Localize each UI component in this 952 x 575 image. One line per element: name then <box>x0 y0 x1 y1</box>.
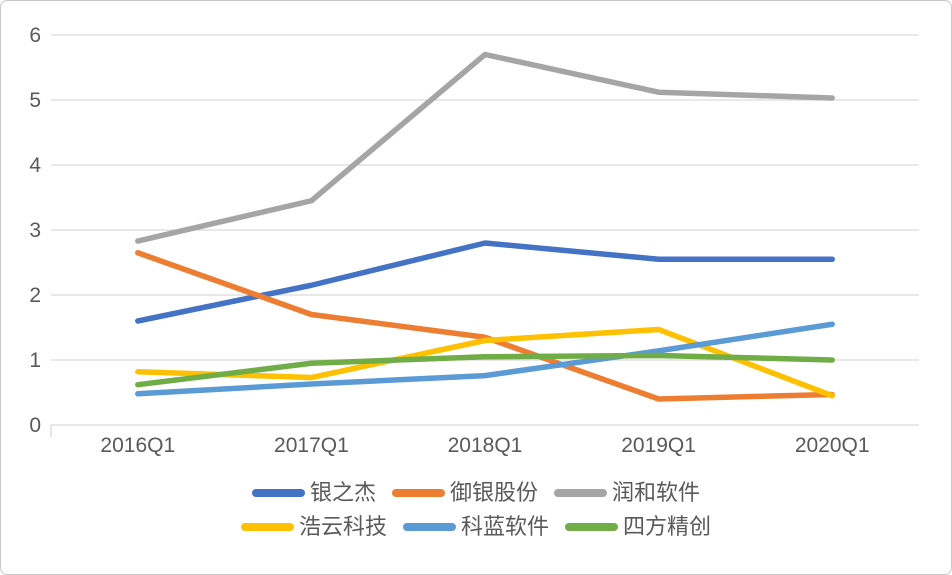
y-tick-label: 3 <box>29 219 41 242</box>
legend-label: 四方精创 <box>623 514 712 540</box>
legend-line-marker <box>251 489 305 498</box>
series-line-3 <box>135 326 835 399</box>
series-line-4 <box>135 321 835 397</box>
y-tick-label: 5 <box>29 89 41 112</box>
legend-item: 四方精创 <box>565 514 712 540</box>
legend-line-marker <box>565 523 618 532</box>
plot-area: 0 1 2 3 4 5 6 2016Q1 2017Q1 2018Q1 2019Q1 2020Q1 <box>29 24 919 457</box>
legend-label: 银之杰 <box>309 480 376 505</box>
y-tick-label: 6 <box>29 24 41 47</box>
legend-label: 御银股份 <box>449 480 538 505</box>
series-line-5 <box>135 352 835 388</box>
legend-item: 浩云科技 <box>240 514 387 540</box>
legend-line-marker <box>554 489 607 498</box>
legend-line-marker <box>240 523 294 532</box>
legend-row: 浩云科技 科蓝软件 四方精创 <box>233 514 719 540</box>
x-tick-label: 2019Q1 <box>621 434 696 457</box>
y-tick-label: 1 <box>29 349 41 372</box>
series-line-2 <box>135 51 835 244</box>
series-line-1 <box>135 250 835 402</box>
y-tick-label: 2 <box>29 284 41 307</box>
legend-line-marker <box>391 489 445 498</box>
legend-item: 科蓝软件 <box>402 514 549 540</box>
y-tick-label: 4 <box>29 154 41 177</box>
x-tick-label: 2016Q1 <box>100 434 175 457</box>
legend-label: 润和软件 <box>612 480 701 505</box>
legend-label: 科蓝软件 <box>460 514 549 540</box>
legend-item: 御银股份 <box>391 480 538 505</box>
y-tick-label: 0 <box>29 414 41 437</box>
x-tick-label: 2017Q1 <box>274 434 349 457</box>
x-tick-label: 2020Q1 <box>795 434 870 457</box>
x-tick-label: 2018Q1 <box>448 434 523 457</box>
legend-line-marker <box>402 523 456 532</box>
chart-legend: 银之杰 御银股份 润和软件浩云科技 科蓝软件 四方精创 <box>1 480 951 540</box>
series-line-0 <box>135 240 835 324</box>
legend-item: 银之杰 <box>251 480 376 505</box>
legend-item: 润和软件 <box>554 480 701 505</box>
legend-label: 浩云科技 <box>298 514 387 540</box>
legend-row: 银之杰 御银股份 润和软件 <box>244 480 708 505</box>
